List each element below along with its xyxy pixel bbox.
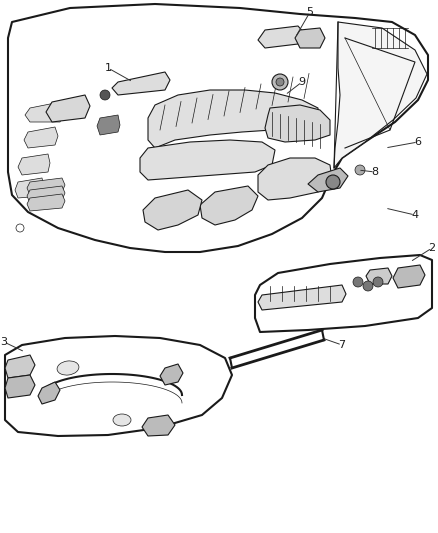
Polygon shape bbox=[142, 415, 175, 436]
Text: 3: 3 bbox=[0, 337, 7, 347]
Text: 8: 8 bbox=[371, 167, 378, 177]
Ellipse shape bbox=[113, 414, 131, 426]
Circle shape bbox=[100, 90, 110, 100]
Polygon shape bbox=[295, 28, 325, 48]
Circle shape bbox=[272, 74, 288, 90]
Polygon shape bbox=[27, 194, 65, 211]
Polygon shape bbox=[265, 105, 330, 142]
Text: 9: 9 bbox=[298, 77, 306, 87]
Circle shape bbox=[326, 175, 340, 189]
Polygon shape bbox=[18, 154, 50, 175]
Text: 4: 4 bbox=[411, 210, 419, 220]
Polygon shape bbox=[5, 336, 232, 436]
Circle shape bbox=[276, 78, 284, 86]
Polygon shape bbox=[15, 178, 44, 198]
Polygon shape bbox=[308, 168, 348, 192]
Polygon shape bbox=[255, 255, 432, 332]
Polygon shape bbox=[366, 268, 392, 284]
Ellipse shape bbox=[57, 361, 79, 375]
Polygon shape bbox=[148, 90, 318, 148]
Circle shape bbox=[373, 277, 383, 287]
Polygon shape bbox=[140, 140, 275, 180]
Polygon shape bbox=[27, 178, 65, 195]
Polygon shape bbox=[258, 285, 346, 310]
Text: 5: 5 bbox=[307, 7, 314, 17]
Text: 2: 2 bbox=[428, 243, 435, 253]
Circle shape bbox=[355, 165, 365, 175]
Polygon shape bbox=[5, 375, 35, 398]
Text: 7: 7 bbox=[339, 340, 346, 350]
Polygon shape bbox=[200, 186, 258, 225]
Polygon shape bbox=[112, 72, 170, 95]
Polygon shape bbox=[46, 95, 90, 122]
Polygon shape bbox=[258, 26, 305, 48]
Polygon shape bbox=[160, 364, 183, 385]
Polygon shape bbox=[258, 158, 332, 200]
Text: 6: 6 bbox=[414, 137, 421, 147]
Polygon shape bbox=[143, 190, 202, 230]
Text: 1: 1 bbox=[105, 63, 112, 73]
Polygon shape bbox=[38, 382, 60, 404]
Polygon shape bbox=[5, 355, 35, 378]
Polygon shape bbox=[27, 186, 65, 203]
Polygon shape bbox=[25, 102, 65, 122]
Polygon shape bbox=[393, 265, 425, 288]
Polygon shape bbox=[24, 127, 58, 148]
Polygon shape bbox=[97, 115, 120, 135]
Polygon shape bbox=[8, 4, 428, 252]
Circle shape bbox=[353, 277, 363, 287]
Circle shape bbox=[363, 281, 373, 291]
Polygon shape bbox=[334, 22, 427, 168]
